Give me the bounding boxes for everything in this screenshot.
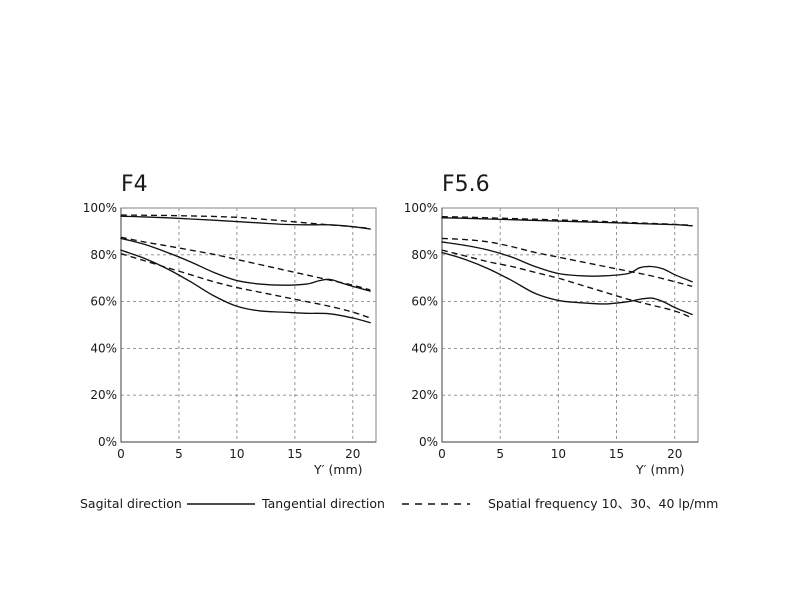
tangential-curve	[120, 214, 371, 230]
y-tick-label: 40%	[411, 341, 438, 355]
legend-spatial-frequency-label: Spatial frequency 10、30、40 lp/mm	[488, 496, 718, 511]
tangential-curve	[441, 249, 693, 319]
sagital-curve	[441, 217, 693, 227]
tangential-curve	[120, 236, 371, 291]
chart-title: F4	[121, 172, 148, 197]
x-tick-label: 10	[551, 447, 566, 461]
legend-tangential-label: Tangential direction	[261, 496, 385, 511]
y-tick-label: 20%	[90, 388, 117, 402]
y-tick-label: 40%	[90, 341, 117, 355]
y-tick-label: 80%	[411, 248, 438, 262]
x-tick-label: 10	[229, 447, 244, 461]
sagital-curve	[120, 249, 371, 324]
y-tick-label: 60%	[411, 295, 438, 309]
mtf-curves	[120, 214, 371, 324]
x-tick-label: 15	[287, 447, 302, 461]
x-tick-label: 0	[438, 447, 446, 461]
sagital-curve	[441, 251, 693, 316]
chart-title: F5.6	[442, 172, 490, 197]
x-tick-label: 15	[609, 447, 624, 461]
y-tick-label: 0%	[419, 435, 438, 449]
x-tick-label: 5	[496, 447, 504, 461]
y-tick-label: 100%	[404, 201, 438, 215]
x-tick-label: 20	[667, 447, 682, 461]
y-tick-label: 100%	[83, 201, 117, 215]
grid	[121, 208, 376, 442]
tangential-curve	[441, 215, 693, 226]
y-tick-label: 0%	[98, 435, 117, 449]
sagital-curve	[441, 241, 693, 283]
y-tick-label: 60%	[90, 295, 117, 309]
tangential-curve	[441, 237, 693, 288]
x-tick-label: 20	[345, 447, 360, 461]
y-tick-label: 20%	[411, 388, 438, 402]
tangential-curve	[120, 252, 371, 319]
x-tick-label: 0	[117, 447, 125, 461]
mtf-curves	[441, 215, 693, 319]
x-axis-label: Y′ (mm)	[313, 462, 363, 477]
mtf-chart-f4: F4 0% 20% 40% 60% 80% 100% 0 5 10 15 20Y′ (mm)	[83, 172, 377, 477]
x-axis-label: Y′ (mm)	[635, 462, 685, 477]
plot-frame	[120, 207, 377, 443]
y-tick-label: 80%	[90, 248, 117, 262]
plot-frame	[441, 207, 699, 443]
legend-sagital-label: Sagital direction	[80, 496, 182, 511]
legend: Sagital direction Tangential direction S…	[80, 496, 718, 511]
x-tick-label: 5	[175, 447, 183, 461]
grid	[442, 208, 698, 442]
mtf-chart-f5-6: F5.6 0% 20% 40% 60% 80% 100% 0 5 10 15 20Y′ (mm)	[404, 172, 699, 477]
